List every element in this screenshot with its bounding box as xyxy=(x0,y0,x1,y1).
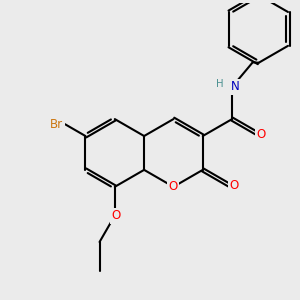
Text: O: O xyxy=(257,128,266,141)
Text: O: O xyxy=(229,178,238,192)
Text: O: O xyxy=(112,209,121,222)
Text: H: H xyxy=(216,79,224,89)
Text: O: O xyxy=(169,180,178,193)
Text: Br: Br xyxy=(50,118,63,131)
Text: N: N xyxy=(231,80,239,93)
